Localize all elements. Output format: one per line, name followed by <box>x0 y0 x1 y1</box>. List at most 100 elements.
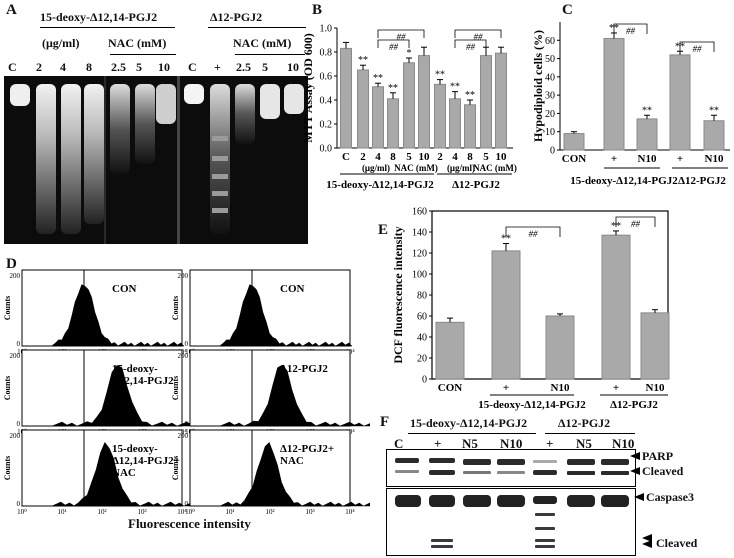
significance-bracket <box>615 216 656 227</box>
histogram-label: Δ12-PGJ2+ <box>280 443 334 455</box>
gel-lane-label: 2 <box>36 60 42 74</box>
y-tick-label: 200 <box>178 272 189 280</box>
y-tick-label: 1.0 <box>320 24 333 35</box>
gel-lane-label: 10 <box>287 60 299 74</box>
x-tick-label: 10¹ <box>225 508 234 516</box>
blot-parp-label: PARP <box>642 449 674 463</box>
bar <box>449 98 461 149</box>
x-tick-label: 4 <box>375 151 381 163</box>
gel-smear <box>61 84 81 234</box>
y-tick-label: 200 <box>10 432 21 440</box>
gel-lane-label: 10 <box>158 60 170 74</box>
y-tick-label: 140 <box>412 228 427 239</box>
gel-lane-label: 2.5 <box>236 60 251 74</box>
y-tick-label: 0.8 <box>320 48 333 59</box>
y-tick-label: 0 <box>17 340 21 348</box>
x-tick-label: 10⁴ <box>345 508 355 516</box>
y-tick-label: 0 <box>422 375 427 386</box>
significance-bracket <box>377 39 410 48</box>
y-tick-label: 10 <box>545 127 555 138</box>
group-label: Δ12-PGJ2 <box>452 179 500 191</box>
gel-lane-label: + <box>214 60 221 74</box>
flow-cytometry-histograms: 200 0 Counts 10⁰ 10¹ 10² 10³ 10⁴ CON 200 0 Counts 10… <box>3 269 370 516</box>
bar <box>545 315 575 380</box>
gel-band <box>260 84 280 119</box>
flow-xlabel: Fluorescence intensity <box>128 516 251 531</box>
gel-lane-label: 8 <box>86 60 92 74</box>
blot-caspase3 <box>386 488 636 556</box>
x-tick-label: 10 <box>496 151 508 163</box>
blot-cleaved-label-2: Cleaved <box>656 536 698 550</box>
significance-label: ## <box>397 32 407 42</box>
histogram-frame <box>21 269 183 347</box>
gel-a-header-line <box>40 27 175 28</box>
x-tick-label: N10 <box>646 382 665 394</box>
bar <box>640 312 670 380</box>
x-tick-label: + <box>613 382 619 394</box>
y-axis-label: Counts <box>3 456 12 480</box>
significance-mark: ** <box>450 82 460 93</box>
bar <box>418 55 430 149</box>
histogram-label: CON <box>112 283 137 295</box>
gel-smear <box>36 84 56 234</box>
chart-e-dcf: 0 20 40 60 80 100 120 140 160 DCF fluorescence in… <box>391 207 670 411</box>
bar <box>601 234 631 380</box>
significance-mark: ** <box>388 83 398 94</box>
panel-label-b: B <box>312 2 323 18</box>
bar <box>372 86 384 149</box>
histogram-label: CON <box>280 283 305 295</box>
y-tick-label: 0.0 <box>320 144 333 155</box>
chart-b-mtt: 0.0 0.2 0.4 0.6 0.8 1.0 MTT Assay (OD 600) C ** 2… <box>301 24 517 192</box>
y-tick-label: 0.2 <box>320 120 333 131</box>
histogram-label: 15-deoxy- <box>112 363 158 375</box>
histogram-label: 15-deoxy- <box>112 443 158 455</box>
gel-smear <box>135 84 155 164</box>
group-label: Δ12-PGJ2 <box>678 175 726 187</box>
y-tick-label: 40 <box>545 72 555 83</box>
gel-band <box>184 84 204 104</box>
significance-label: ## <box>466 42 476 52</box>
x-tick-label: + <box>503 382 509 394</box>
bar <box>387 98 399 149</box>
y-tick-label: 60 <box>417 312 427 323</box>
y-axis-label: Counts <box>3 296 12 320</box>
y-tick-label: 120 <box>412 249 427 260</box>
y-tick-label: 80 <box>417 291 427 302</box>
significance-label: ## <box>626 26 636 36</box>
y-tick-label: 50 <box>545 54 555 65</box>
x-tick-label: 10⁴ <box>177 508 187 516</box>
gel-smear <box>110 84 130 174</box>
x-tick-label: 10¹ <box>57 508 66 516</box>
blot-cleaved-label-1: Cleaved <box>642 464 684 478</box>
y-axis-label: Counts <box>3 376 12 400</box>
x-tick-label: CON <box>562 153 587 165</box>
y-tick-label: 0 <box>185 340 189 348</box>
panel-label-a: A <box>6 2 17 18</box>
significance-label: ## <box>389 42 399 52</box>
histogram-label: Δ12,14-PGJ2 <box>112 375 174 387</box>
gel-lane-label: 5 <box>262 60 268 74</box>
histogram-label: Δ12,14-PGJ2+ <box>112 455 180 467</box>
histogram-label: NAC <box>280 455 304 467</box>
bar <box>434 83 446 149</box>
x-tick-label: CON <box>438 382 463 394</box>
gel-lane-label: 5 <box>136 60 142 74</box>
y-tick-label: 30 <box>545 91 555 102</box>
x-tick-label: 10³ <box>137 508 146 516</box>
y-tick-label: 20 <box>417 354 427 365</box>
y-tick-label: 200 <box>178 352 189 360</box>
x-tick-label: + <box>677 153 683 165</box>
bar <box>636 118 658 151</box>
x-tick-label: 2 <box>360 151 366 163</box>
significance-mark: ** <box>435 70 445 81</box>
significance-bracket <box>505 226 561 237</box>
x-tick-label: 5 <box>406 151 412 163</box>
y-tick-label: 200 <box>10 352 21 360</box>
gel-lane-label: 4 <box>60 60 66 74</box>
y-axis-label: Hypodiploid cells (%) <box>532 30 545 142</box>
gel-a-nac-right: NAC (mM) <box>233 36 292 50</box>
y-tick-label: 0 <box>17 420 21 428</box>
arrow-icon <box>630 452 640 475</box>
bar <box>495 52 507 149</box>
